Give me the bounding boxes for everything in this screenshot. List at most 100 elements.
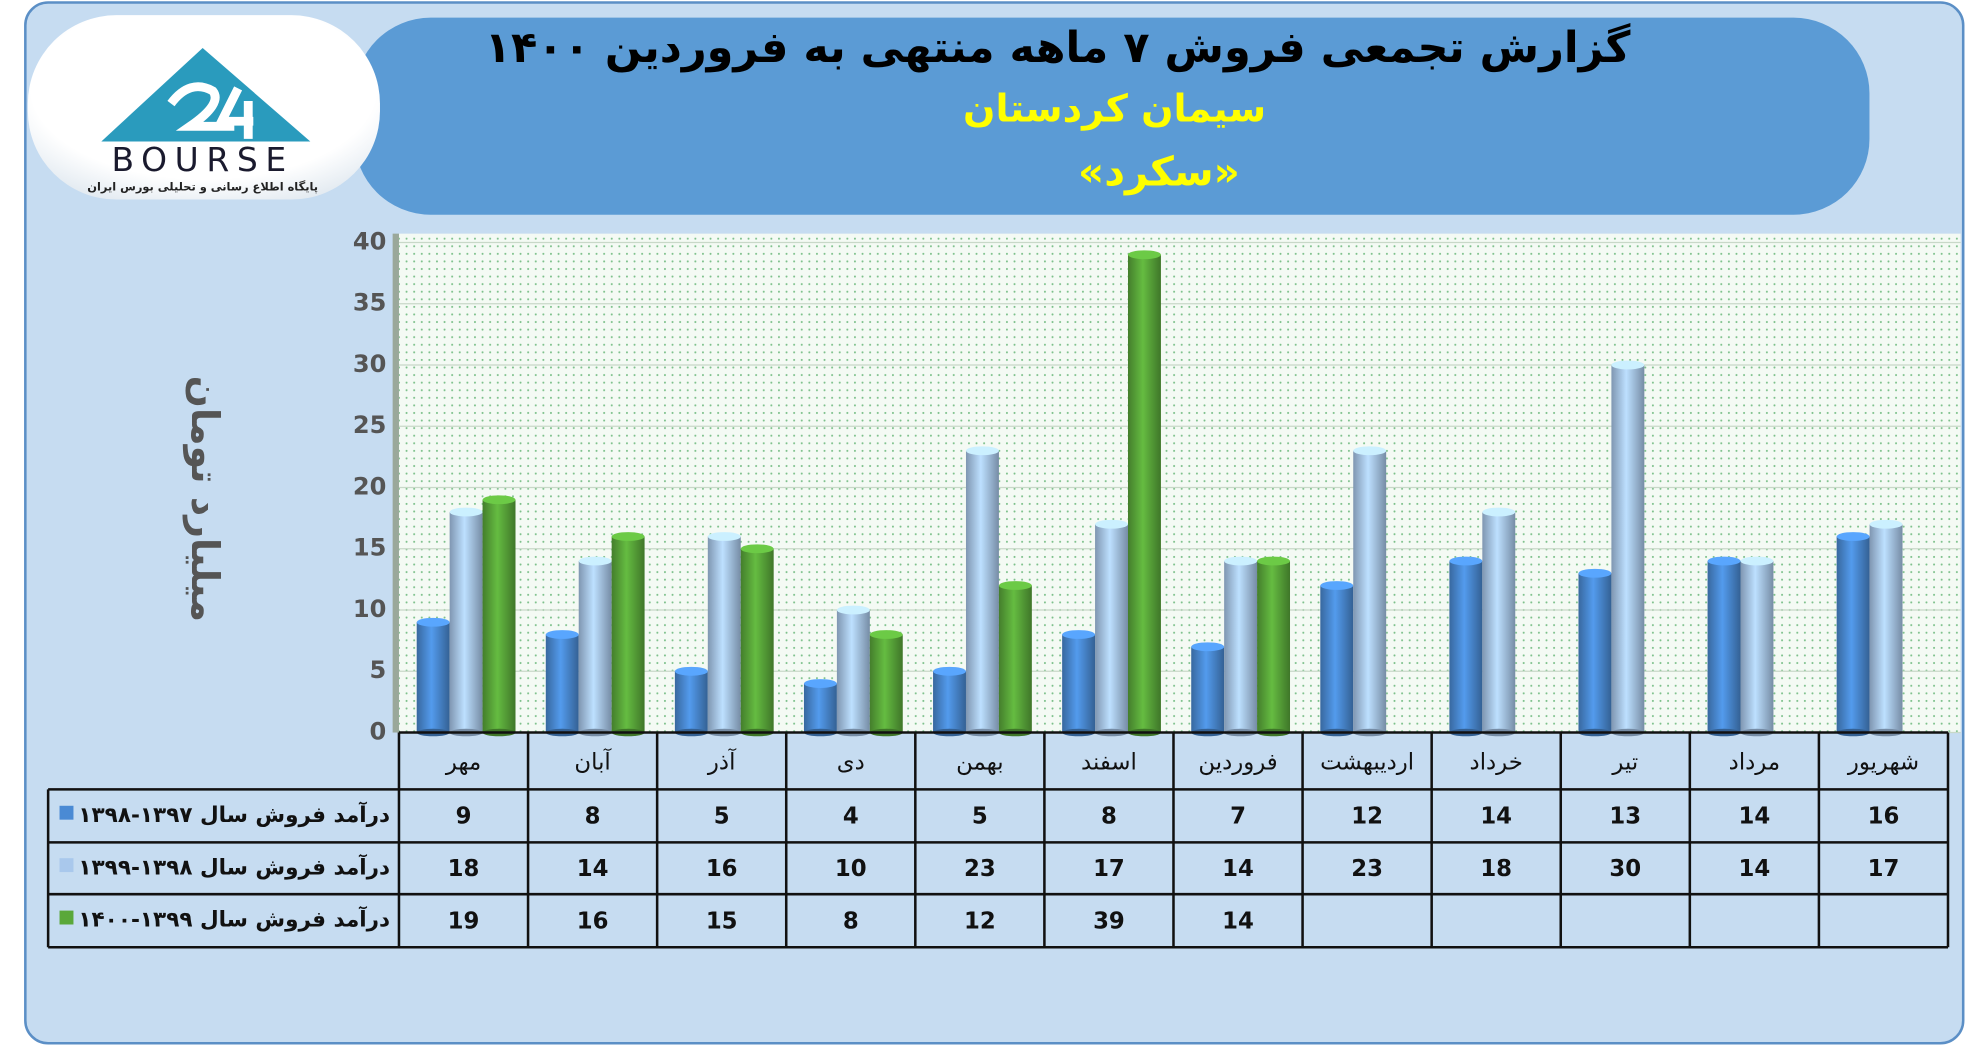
side-wall: [392, 233, 399, 733]
bar-cap: [611, 532, 645, 541]
bar-cap: [674, 666, 708, 676]
table-value: 5: [972, 804, 988, 830]
bar: [545, 634, 579, 733]
bar-cap: [1353, 446, 1387, 456]
table-value: 12: [1351, 804, 1383, 830]
table-value: 15: [706, 908, 738, 934]
table-value: 14: [1222, 856, 1254, 882]
table-value: 14: [1739, 856, 1771, 882]
bar-cap: [416, 617, 450, 627]
bar-cap: [1320, 581, 1354, 590]
y-tick-label: 5: [370, 656, 387, 684]
y-tick-label: 0: [370, 718, 387, 746]
bar-cap: [482, 495, 516, 505]
bar: [1869, 524, 1903, 733]
bar-cap: [1449, 556, 1483, 566]
bar: [1320, 585, 1354, 733]
y-tick-label: 35: [353, 289, 386, 317]
bar: [1127, 254, 1161, 733]
table-value: 19: [448, 908, 480, 934]
bar-cap: [965, 446, 999, 456]
table-value: 7: [1230, 804, 1246, 830]
table-value: 9: [456, 804, 472, 830]
bar-cap: [836, 605, 870, 615]
bar-cap: [545, 630, 579, 639]
x-tick-label: خرداد: [1470, 749, 1523, 775]
bar: [836, 610, 870, 733]
bar-cap: [740, 544, 774, 554]
chart-subtitle: سیمان کردستان: [963, 87, 1266, 131]
legend-swatch: [59, 858, 74, 873]
bar: [1257, 561, 1291, 733]
bar: [1095, 524, 1128, 733]
bar: [1707, 561, 1741, 733]
legend-label: درآمد فروش سال ۱۳۹۷-۱۳۹۸: [78, 801, 390, 828]
table-value: 14: [1222, 908, 1254, 934]
bar-cap: [998, 581, 1032, 590]
bar: [1740, 561, 1774, 733]
table-value: 14: [1739, 804, 1771, 830]
bar-cap: [707, 532, 741, 541]
x-tick-label: اسفند: [1081, 749, 1137, 775]
x-tick-label: دی: [837, 749, 865, 775]
table-value: 4: [843, 804, 859, 830]
chart-title: گزارش تجمعی فروش ۷ ماهه منتهی به فروردین…: [485, 22, 1631, 73]
bar: [740, 548, 774, 733]
bar-cap: [1740, 556, 1774, 566]
y-tick-label: 30: [353, 350, 386, 378]
bar-cap: [1482, 507, 1516, 517]
bar: [578, 561, 612, 733]
table-value: 8: [1101, 804, 1117, 830]
logo-text: BOURSE: [112, 140, 294, 179]
bar: [1062, 634, 1096, 733]
bar: [1449, 561, 1483, 733]
bar-cap: [449, 507, 483, 517]
x-tick-label: تیر: [1611, 749, 1638, 775]
bar: [611, 536, 645, 733]
bar: [449, 512, 483, 733]
table-value: 23: [964, 856, 996, 882]
x-tick-label: شهریور: [1847, 749, 1919, 775]
bar: [1611, 364, 1645, 733]
bar: [1191, 646, 1225, 733]
legend-label: درآمد فروش سال ۱۳۹۹-۱۴۰۰: [78, 906, 390, 933]
bar-cap: [1836, 532, 1870, 541]
table-value: 30: [1609, 856, 1641, 882]
bar: [482, 499, 516, 733]
bar-cap: [1578, 568, 1612, 578]
table-value: 8: [843, 908, 859, 934]
bar: [707, 536, 741, 733]
y-axis-label: میلیارد تومان: [183, 376, 227, 623]
table-value: 23: [1351, 856, 1383, 882]
bar-cap: [803, 679, 837, 688]
x-tick-label: آبان: [574, 747, 612, 775]
bar: [416, 622, 450, 733]
y-tick-label: 15: [353, 534, 386, 562]
bar-cap: [1062, 630, 1096, 639]
bar-cap: [933, 666, 966, 676]
bar-cap: [1707, 556, 1741, 566]
bar-cap: [1127, 250, 1161, 260]
bar-cap: [1224, 556, 1258, 566]
symbol: «سکرد»: [1078, 147, 1240, 195]
y-tick-label: 40: [353, 228, 386, 256]
logo-mark: [101, 47, 311, 142]
bar: [933, 671, 966, 733]
table-value: 10: [835, 856, 867, 882]
bar: [1224, 561, 1258, 733]
bar: [1482, 512, 1516, 733]
bar: [1578, 573, 1612, 733]
bar-cap: [1611, 360, 1645, 370]
plot-area: [398, 233, 1961, 733]
y-tick-label: 10: [353, 595, 386, 623]
x-tick-label: مرداد: [1729, 749, 1780, 775]
bar: [803, 683, 837, 733]
table-value: 12: [964, 908, 996, 934]
legend-swatch: [59, 910, 74, 925]
bar-cap: [1191, 642, 1225, 652]
bar-cap: [1095, 519, 1128, 529]
table-value: 18: [448, 856, 480, 882]
table-value: 39: [1093, 908, 1125, 934]
